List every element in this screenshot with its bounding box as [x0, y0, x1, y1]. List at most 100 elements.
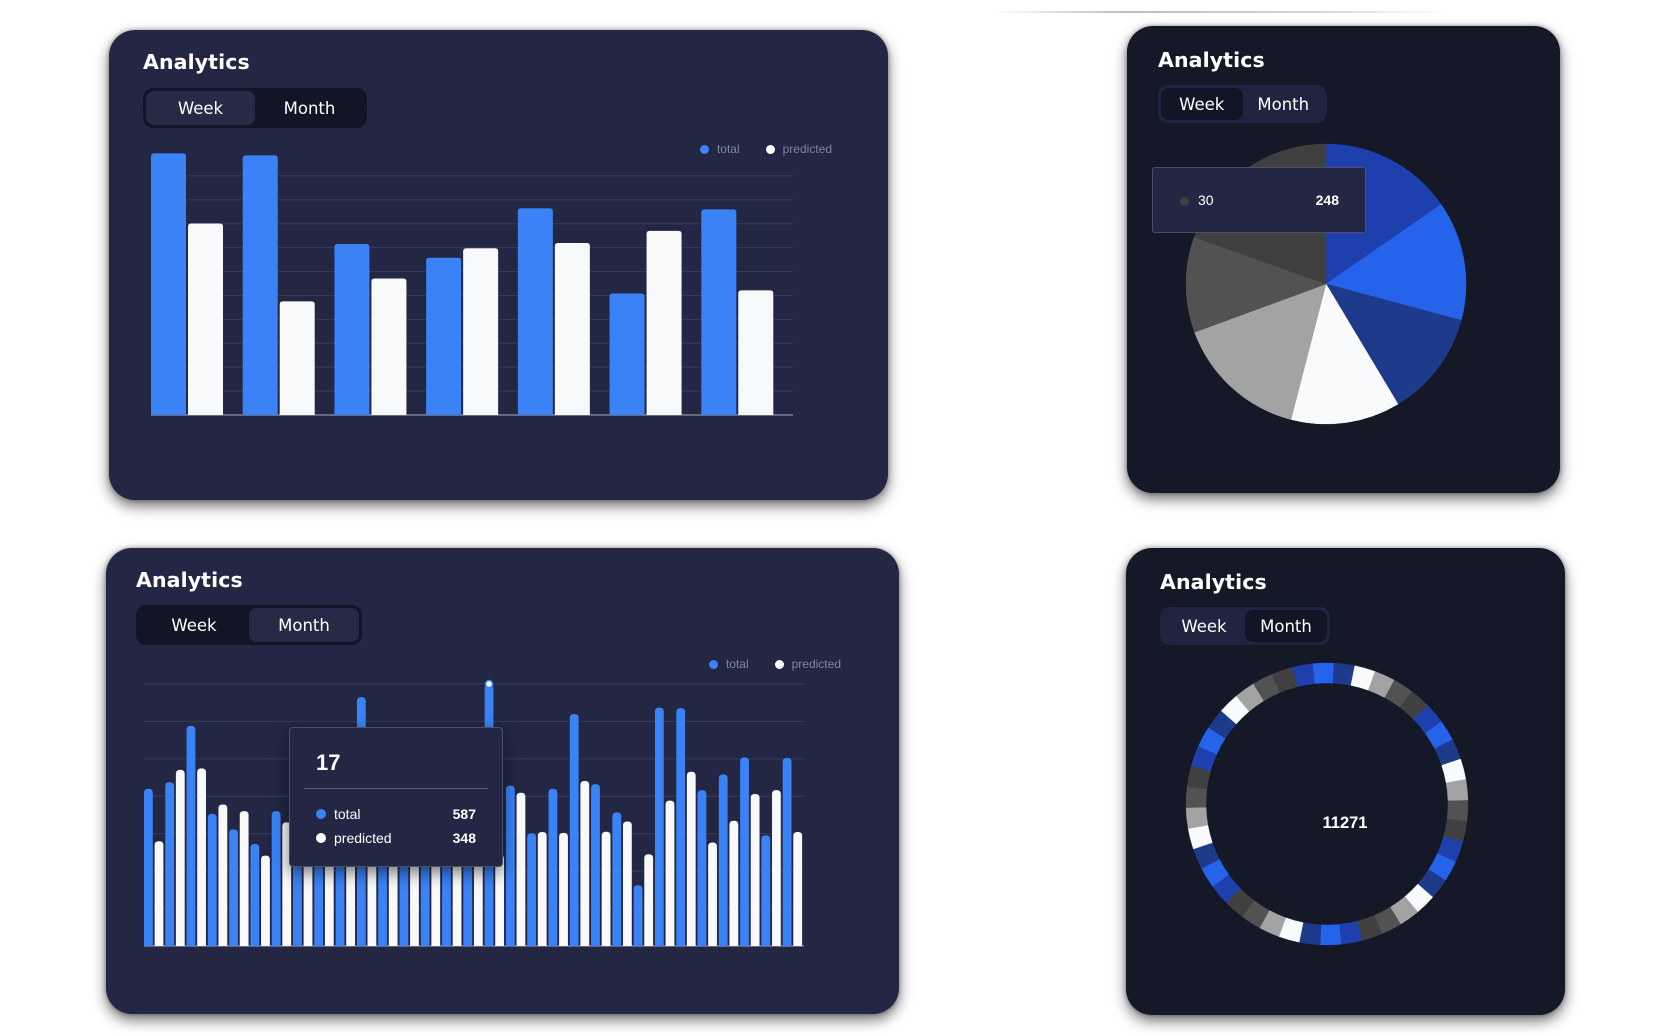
bar-chart-month: [144, 679, 804, 947]
donut-segment: [1271, 667, 1298, 693]
chart-legend: total predicted: [708, 657, 841, 671]
tooltip-dot-predicted: [316, 833, 326, 843]
tooltip-divider: [304, 788, 488, 789]
bar-total: [676, 708, 686, 946]
bar-predicted: [750, 794, 760, 946]
legend-dot-total: [708, 659, 718, 669]
bar-total: [548, 788, 558, 946]
bar-total: [242, 155, 278, 415]
tab-week[interactable]: Week: [146, 91, 255, 125]
legend-item-total[interactable]: total: [708, 657, 749, 671]
legend-dot-total: [699, 144, 709, 154]
bar-predicted: [554, 242, 590, 415]
tooltip-name-predicted: predicted: [334, 830, 392, 846]
bar-predicted: [665, 800, 675, 946]
bar-predicted: [686, 771, 696, 946]
tab-month[interactable]: Month: [283, 98, 336, 118]
bar-predicted: [644, 854, 654, 946]
bar-total: [151, 153, 186, 415]
bar-total: [527, 833, 537, 946]
analytics-card-month-bars: Analytics Week Month total predicted 17 …: [106, 548, 899, 1014]
bar-total: [207, 813, 217, 946]
tab-month[interactable]: Month: [1257, 94, 1310, 114]
bar-total: [334, 244, 370, 415]
analytics-card-week-bars: Analytics Week Month total predicted: [109, 30, 888, 500]
legend-label-predicted: predicted: [791, 657, 841, 671]
bar-predicted: [559, 832, 568, 946]
bar-total: [612, 812, 622, 946]
bar-total: [740, 757, 749, 946]
bar-total: [569, 714, 579, 946]
donut-segment: [1312, 662, 1335, 684]
period-toggle: Week Month: [136, 605, 362, 645]
chart-legend: total predicted: [699, 142, 832, 156]
tab-week[interactable]: Week: [1181, 616, 1227, 636]
legend-item-total[interactable]: total: [699, 142, 740, 156]
bar-predicted: [371, 278, 407, 415]
highlight-point-total: [484, 679, 494, 689]
bar-predicted: [197, 768, 206, 946]
tab-week[interactable]: Week: [171, 615, 217, 635]
tooltip-value: 248: [1315, 192, 1339, 208]
legend-label-predicted: predicted: [782, 142, 832, 156]
tooltip-dot-total: [316, 809, 326, 819]
bar-total: [654, 707, 664, 946]
bar-total: [633, 885, 643, 946]
analytics-card-pie: Analytics Week Month 30 248: [1127, 26, 1560, 493]
bar-total: [165, 782, 175, 946]
donut-segment: [1319, 924, 1342, 946]
donut-segment: [1185, 806, 1209, 829]
bar-tooltip: 17 total 587 predicted 348: [289, 727, 503, 867]
bar-total: [718, 774, 728, 946]
card-title: Analytics: [1160, 570, 1267, 594]
pie-chart: [1185, 143, 1467, 425]
tab-week[interactable]: Week: [1161, 88, 1243, 120]
card-title: Analytics: [136, 568, 243, 592]
bar-total: [505, 785, 515, 946]
donut-segment: [1445, 779, 1469, 802]
donut-segment: [1185, 786, 1208, 808]
bar-predicted: [154, 841, 164, 946]
pie-slice: [1325, 283, 1462, 405]
period-toggle: Week Month: [1158, 85, 1327, 123]
tooltip-label: 30: [1198, 192, 1214, 208]
bar-predicted: [279, 301, 315, 415]
bar-predicted: [188, 223, 223, 415]
card-title: Analytics: [143, 50, 250, 74]
analytics-card-donut: Analytics Week Month 11271: [1126, 548, 1565, 1015]
tooltip-row-predicted: predicted 348: [316, 828, 476, 848]
bar-total: [761, 835, 771, 946]
bar-predicted: [708, 842, 717, 946]
legend-item-predicted[interactable]: predicted: [765, 142, 832, 156]
bar-total: [271, 811, 281, 946]
tooltip-name-total: total: [334, 806, 361, 822]
period-toggle: Week Month: [143, 88, 367, 128]
bar-predicted: [324, 852, 334, 946]
bar-predicted: [463, 248, 499, 415]
pie-tooltip: 30 248: [1152, 167, 1366, 233]
legend-item-predicted[interactable]: predicted: [774, 657, 841, 671]
bar-total: [517, 208, 553, 415]
bar-predicted: [218, 804, 228, 946]
bar-predicted: [516, 792, 526, 946]
bar-total: [591, 784, 600, 946]
bar-predicted: [738, 290, 774, 415]
bar-predicted: [646, 230, 682, 415]
pie-slice: [1194, 283, 1327, 420]
legend-dot-predicted: [774, 659, 784, 669]
bar-predicted: [537, 832, 547, 946]
donut-chart: [1185, 662, 1469, 946]
bar-predicted: [239, 811, 249, 946]
period-toggle: Week Month: [1160, 607, 1330, 645]
bar-predicted: [729, 820, 739, 946]
tab-month[interactable]: Month: [1245, 610, 1327, 642]
bar-predicted: [793, 832, 803, 946]
bar-total: [426, 257, 462, 415]
bar-total: [229, 829, 238, 946]
bar-predicted: [261, 855, 270, 946]
bar-predicted: [772, 790, 781, 946]
bar-total: [250, 843, 260, 946]
tab-month[interactable]: Month: [249, 608, 359, 642]
bar-total: [697, 790, 707, 946]
legend-label-total: total: [725, 657, 749, 671]
